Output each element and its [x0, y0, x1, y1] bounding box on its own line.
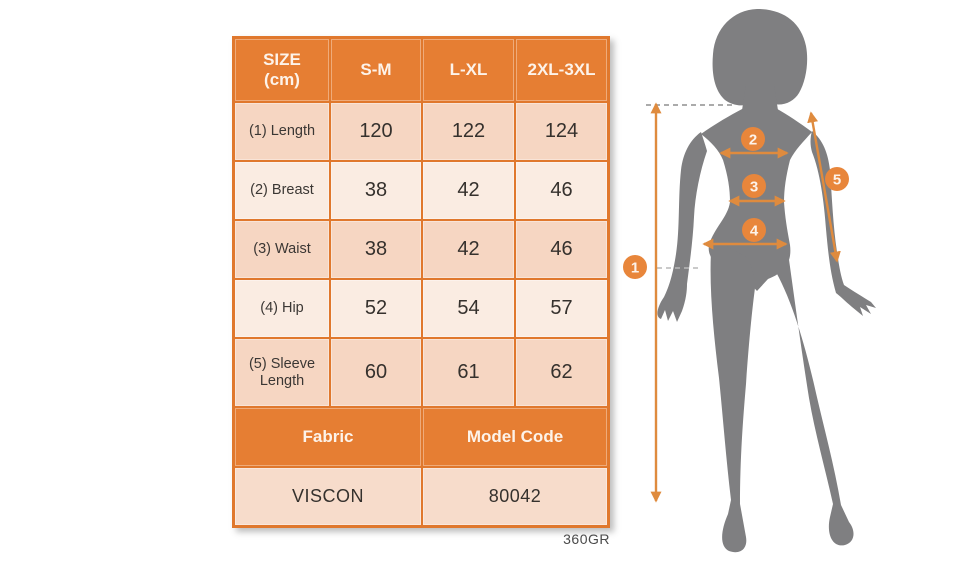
- value-length-s-m: 120: [331, 103, 421, 160]
- value-waist-s-m: 38: [331, 221, 421, 278]
- marker-4: 4: [742, 218, 766, 242]
- value-sleeve-s-m: 60: [331, 339, 421, 406]
- value-hip-l-xl: 54: [423, 280, 514, 337]
- row-label-waist: (3) Waist: [235, 221, 329, 278]
- fabric-header: Fabric: [235, 408, 421, 466]
- marker-2: 2: [741, 127, 765, 151]
- value-length-l-xl: 122: [423, 103, 514, 160]
- row-label-length: (1) Length: [235, 103, 329, 160]
- row-label-hip: (4) Hip: [235, 280, 329, 337]
- marker-1: 1: [623, 255, 647, 279]
- measure-arrow-sleeve: [807, 111, 841, 263]
- value-waist-l-xl: 42: [423, 221, 514, 278]
- value-hip-2xl-3xl: 57: [516, 280, 607, 337]
- svg-text:4: 4: [750, 223, 759, 240]
- value-breast-l-xl: 42: [423, 162, 514, 219]
- value-waist-2xl-3xl: 46: [516, 221, 607, 278]
- fabric-weight-note: 360GR: [563, 531, 610, 547]
- female-figure-silhouette: [657, 9, 876, 553]
- marker-5: 5: [825, 167, 849, 191]
- marker-3: 3: [742, 174, 766, 198]
- col-header-l-xl: L-XL: [423, 39, 514, 101]
- size-table: SIZE (cm) S-M L-XL 2XL-3XL (1) Length 12…: [232, 36, 610, 528]
- value-breast-s-m: 38: [331, 162, 421, 219]
- svg-text:2: 2: [749, 132, 757, 149]
- value-breast-2xl-3xl: 46: [516, 162, 607, 219]
- svg-text:1: 1: [631, 260, 639, 277]
- row-label-breast: (2) Breast: [235, 162, 329, 219]
- value-sleeve-l-xl: 61: [423, 339, 514, 406]
- value-sleeve-2xl-3xl: 62: [516, 339, 607, 406]
- value-hip-s-m: 52: [331, 280, 421, 337]
- model-code-header: Model Code: [423, 408, 607, 466]
- svg-text:5: 5: [833, 172, 841, 189]
- value-length-2xl-3xl: 124: [516, 103, 607, 160]
- col-header-size: SIZE (cm): [235, 39, 329, 101]
- model-code-value: 80042: [423, 468, 607, 525]
- row-label-sleeve-length: (5) Sleeve Length: [235, 339, 329, 406]
- fabric-value: VISCON: [235, 468, 421, 525]
- col-header-2xl-3xl: 2XL-3XL: [516, 39, 607, 101]
- col-header-s-m: S-M: [331, 39, 421, 101]
- svg-text:3: 3: [750, 179, 758, 196]
